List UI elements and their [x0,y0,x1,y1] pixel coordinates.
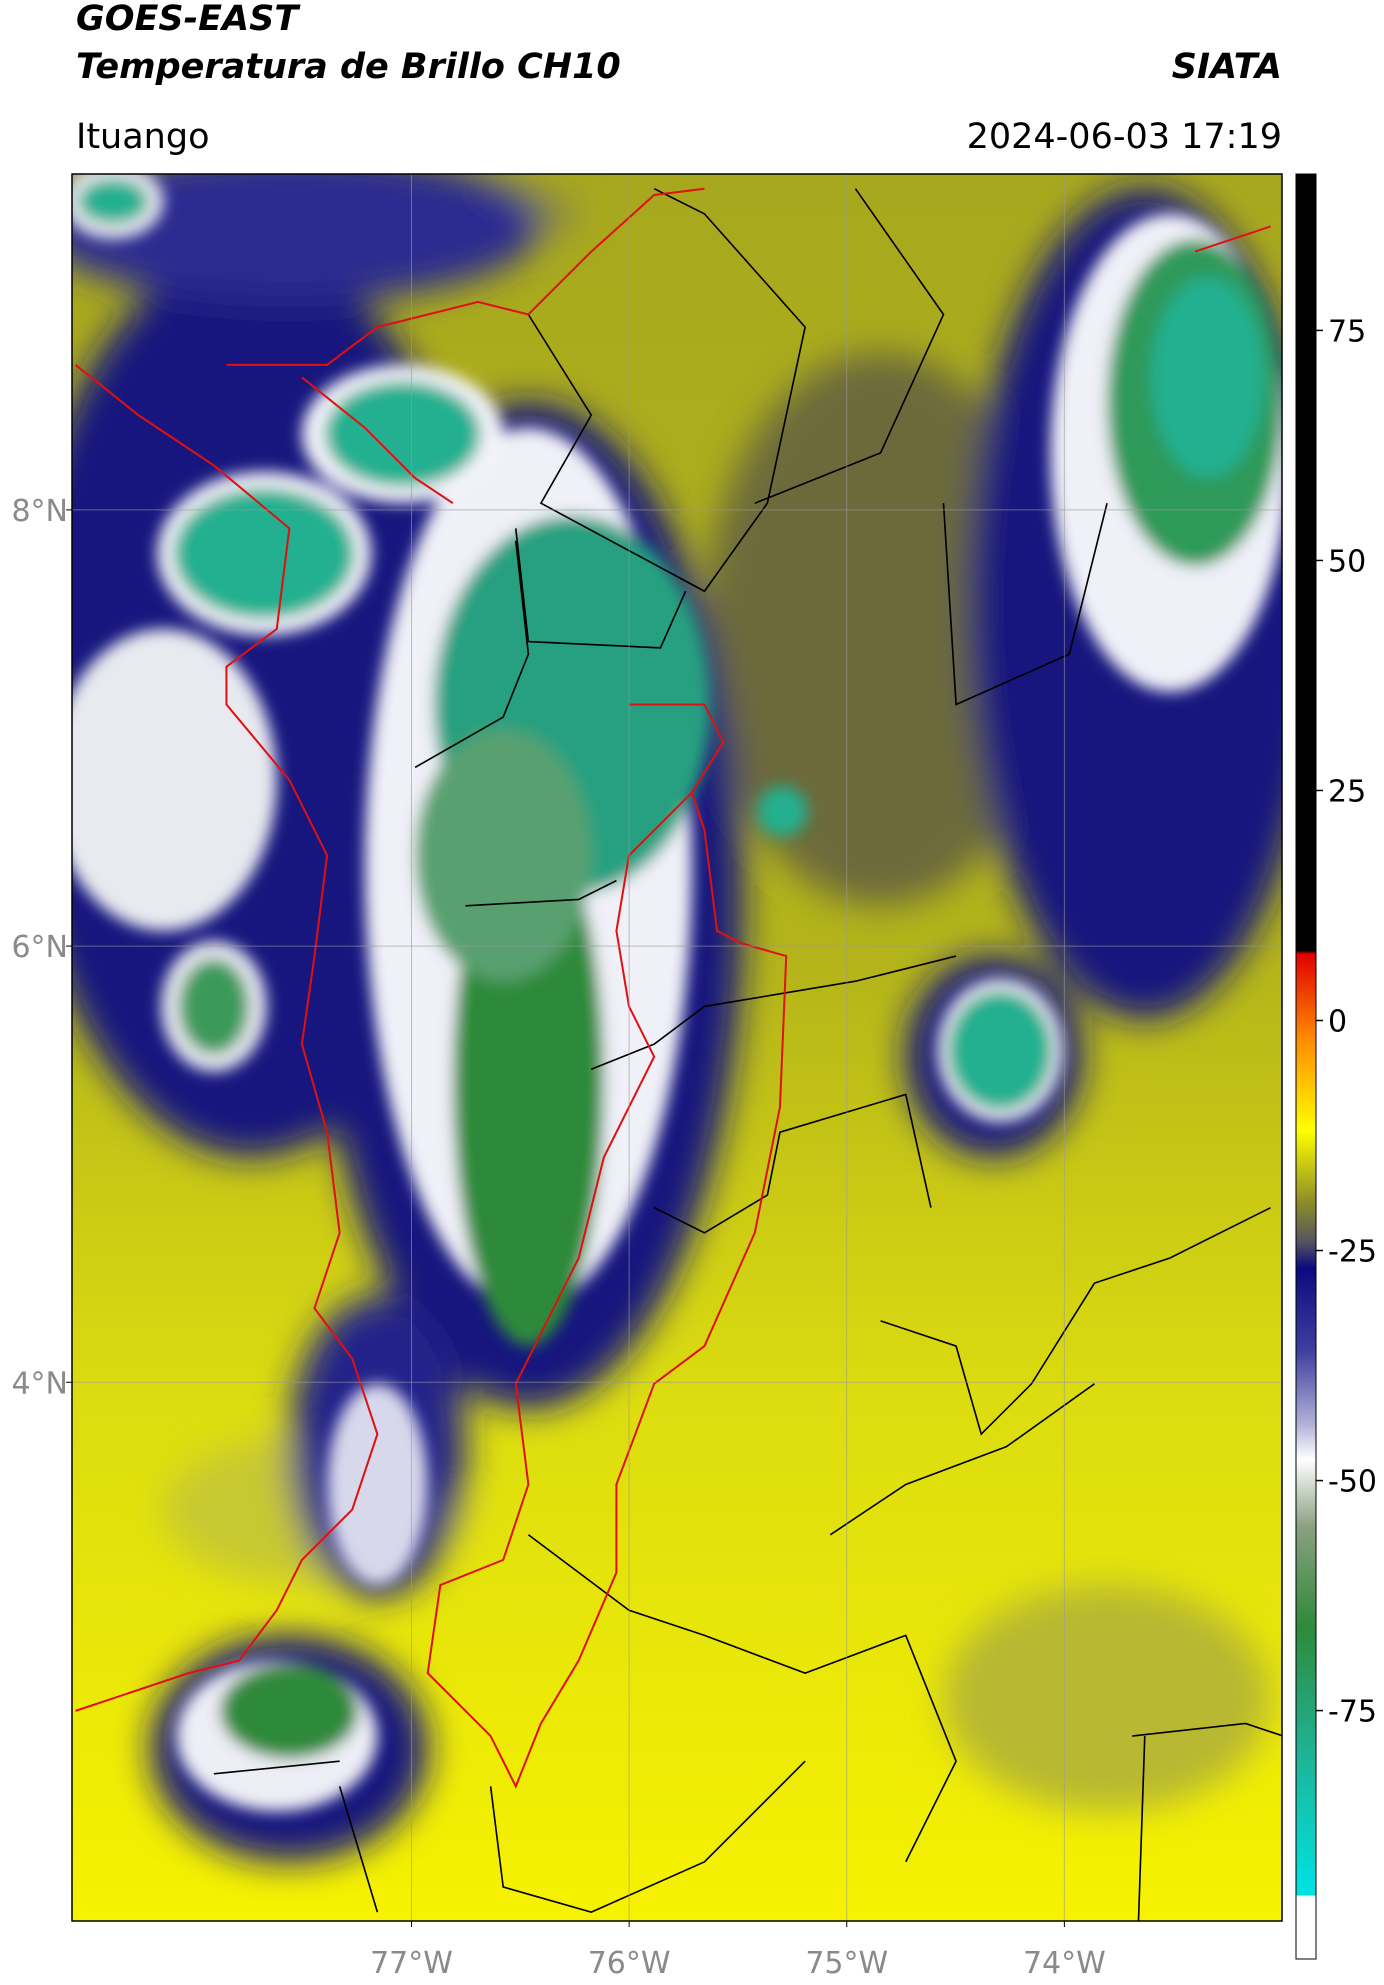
datetime: 2024-06-03 17:19 [967,117,1282,157]
satellite-title: GOES-EAST [76,0,301,39]
x-tick-label: 77°W [370,1946,453,1981]
colorbar-tick-label: -50 [1328,1465,1377,1500]
colorbar [1295,173,1317,1960]
x-tick-label: 74°W [1023,1946,1106,1981]
y-tick-label: 8°N [11,494,68,529]
y-tick-label: 4°N [11,1366,68,1401]
y-tick-label: 6°N [11,930,68,965]
colorbar-tick-label: 75 [1328,314,1366,349]
map-frame [71,173,1283,1922]
x-tick-label: 75°W [805,1946,888,1981]
x-tick-label: 76°W [588,1946,671,1981]
colorbar-tick-label: -25 [1328,1235,1377,1270]
cloud-field [72,174,1282,1921]
product-title: Temperatura de Brillo CH10 [76,47,621,87]
colorbar-tick-label: 0 [1328,1004,1347,1039]
location: Ituango [76,117,210,157]
graticule [72,174,1282,1921]
colorbar-tick-label: 25 [1328,774,1366,809]
map-image [72,174,1282,1921]
colorbar-tick-label: 50 [1328,544,1366,579]
colorbar-tick-label: -75 [1328,1695,1377,1730]
agency: SIATA [1172,47,1282,87]
